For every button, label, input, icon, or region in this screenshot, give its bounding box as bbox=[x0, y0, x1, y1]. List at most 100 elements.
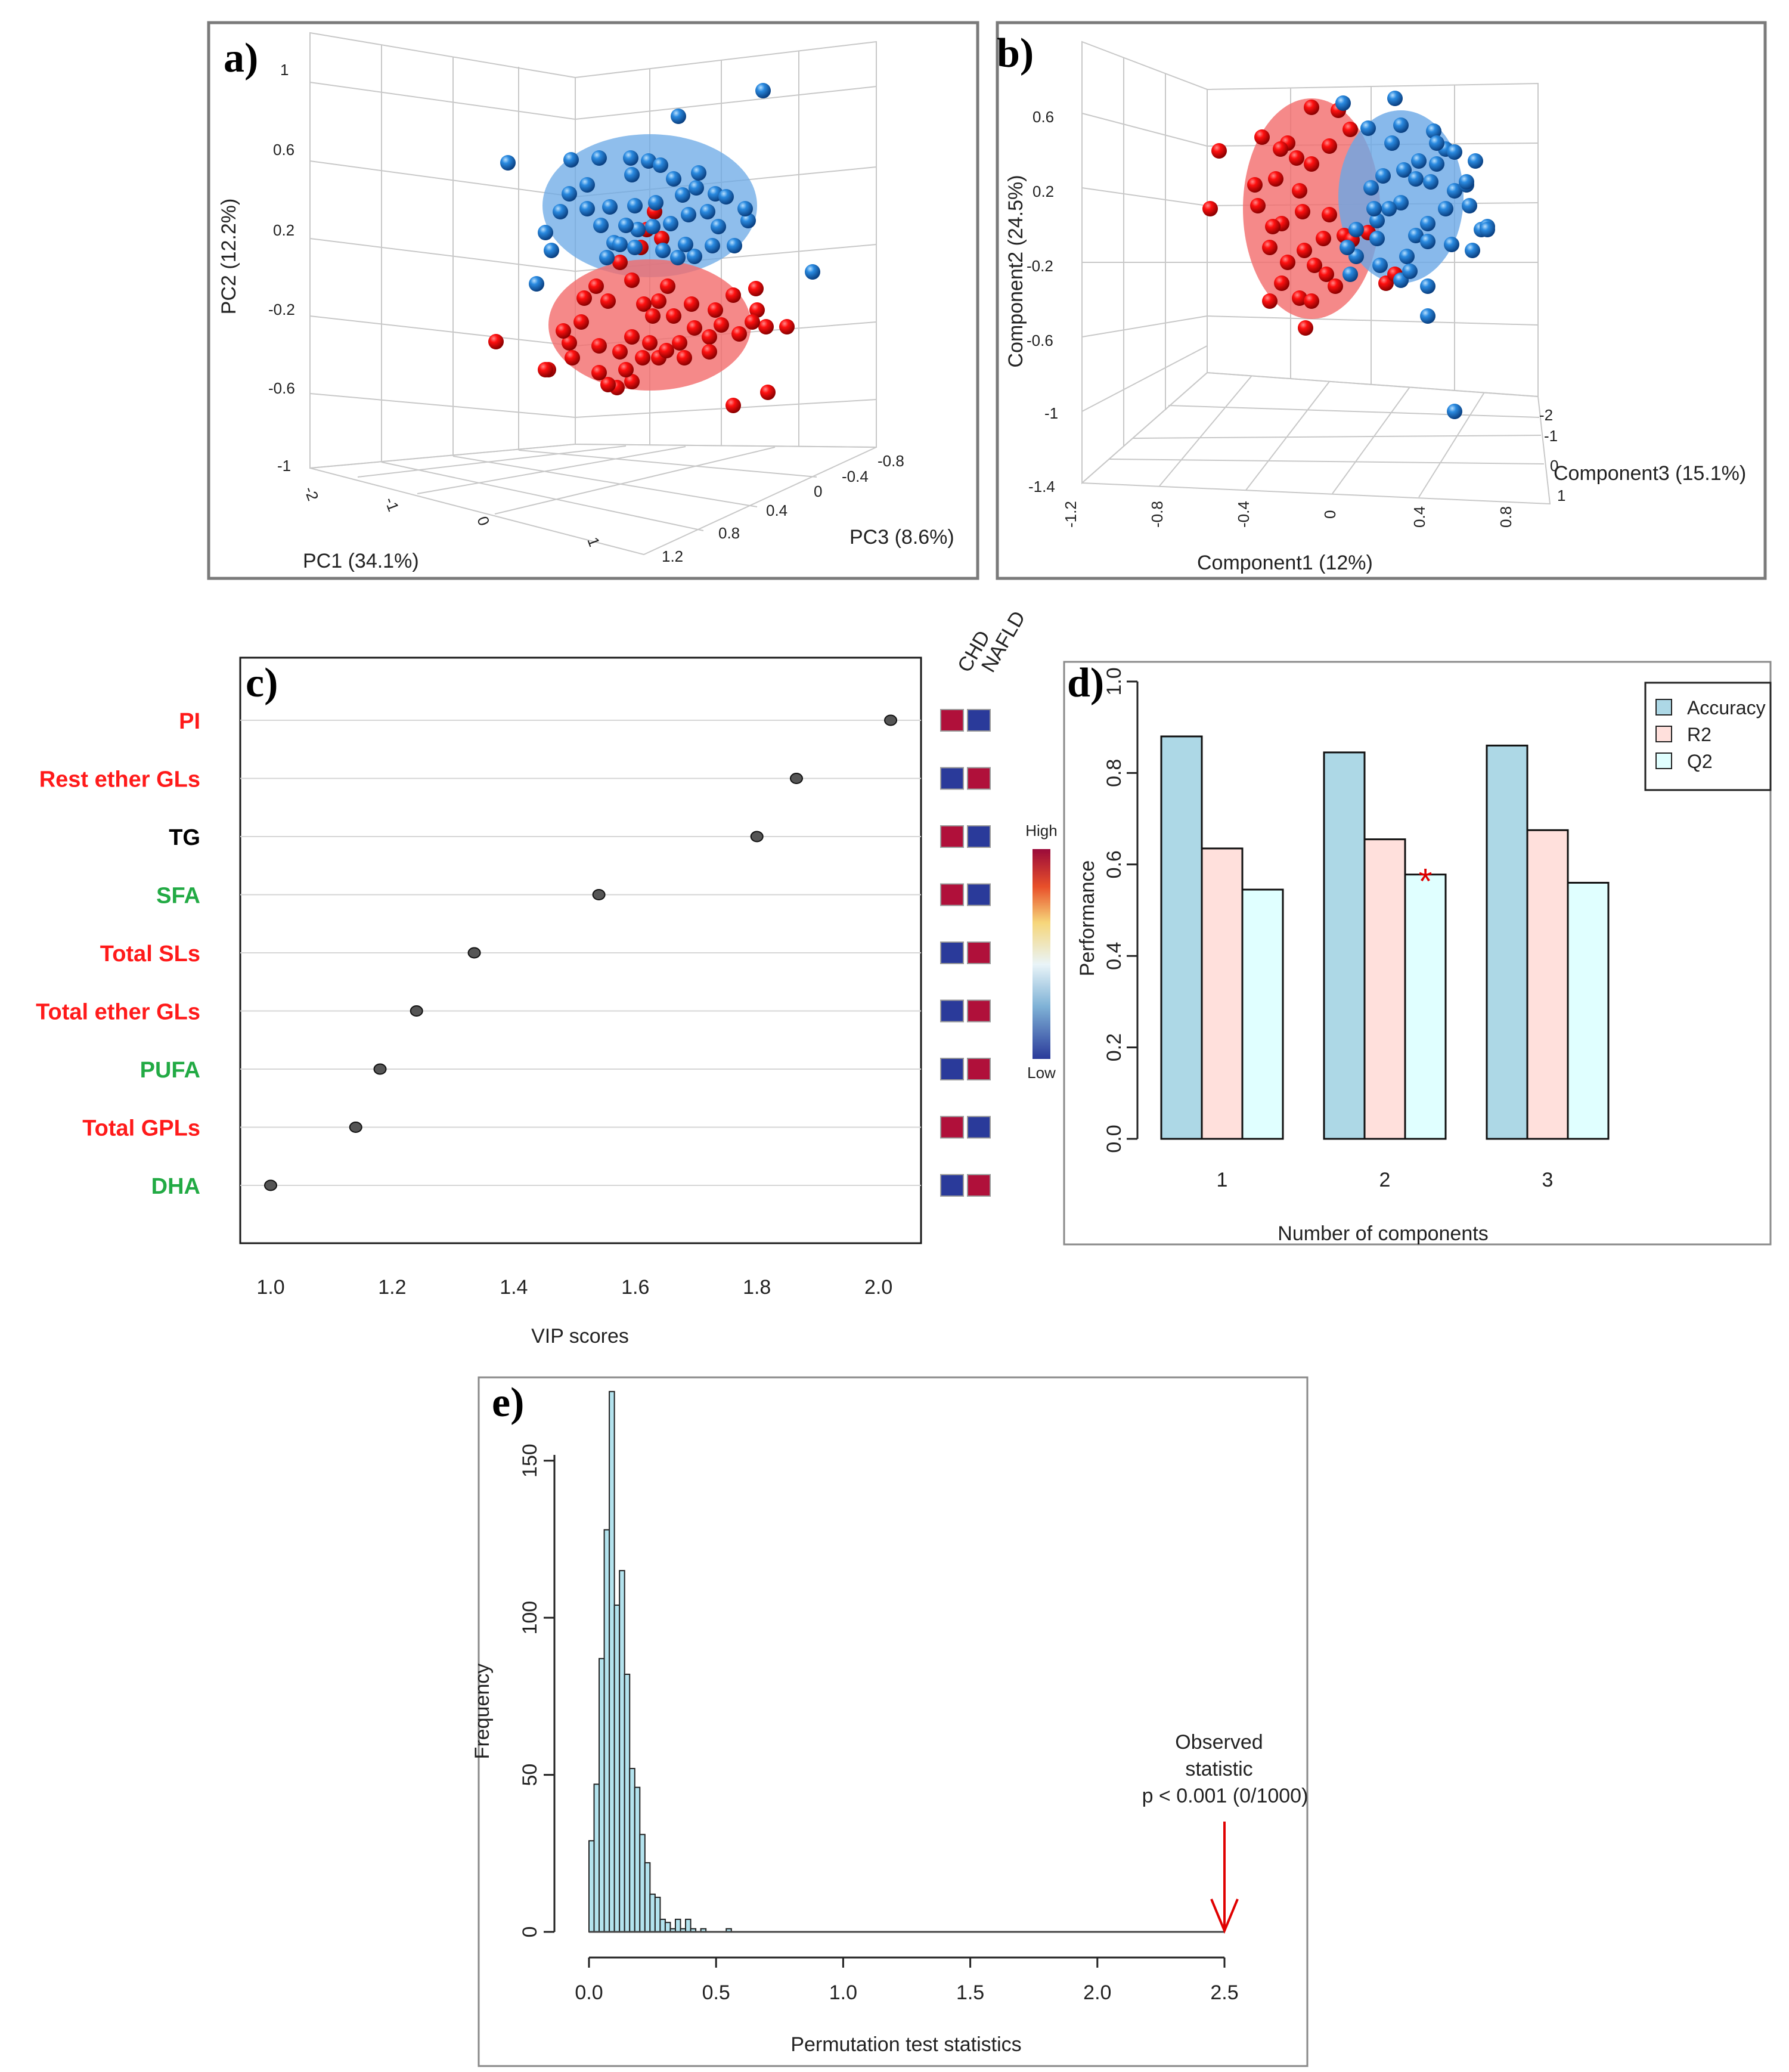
heat-cell bbox=[967, 941, 991, 964]
red-point bbox=[1342, 122, 1358, 137]
red-point bbox=[725, 287, 741, 303]
blue-point bbox=[755, 83, 771, 98]
blue-point bbox=[705, 238, 720, 253]
x-tick: 1.4 bbox=[500, 1276, 528, 1299]
blue-point bbox=[618, 218, 634, 233]
x-tick: 1.6 bbox=[621, 1276, 649, 1299]
blue-point bbox=[593, 218, 609, 233]
panel-d-frame bbox=[1063, 661, 1772, 1246]
histogram-bar bbox=[609, 1390, 615, 1932]
histogram-bar bbox=[624, 1673, 631, 1932]
blue-point bbox=[1348, 222, 1364, 237]
red-point bbox=[660, 278, 675, 294]
red-point bbox=[659, 343, 674, 358]
vip-point bbox=[467, 947, 481, 959]
panel-e-label: e) bbox=[492, 1380, 524, 1426]
heat-cell bbox=[940, 999, 964, 1023]
panel-a-points bbox=[488, 83, 820, 413]
vip-feature-label: PI bbox=[179, 709, 200, 734]
d-best-marker: * bbox=[1418, 862, 1432, 902]
blue-point bbox=[681, 207, 696, 222]
panel-a: a) bbox=[207, 21, 979, 580]
blue-point bbox=[579, 177, 595, 193]
y-tick: 0.2 bbox=[273, 221, 294, 239]
blue-point bbox=[1335, 95, 1351, 111]
red-point bbox=[1304, 156, 1319, 172]
x-tick: 1.0 bbox=[829, 1981, 857, 2004]
red-point bbox=[714, 317, 729, 333]
blue-point bbox=[641, 153, 656, 169]
y-tick: 1.0 bbox=[1103, 667, 1126, 695]
y-tick: 150 bbox=[519, 1444, 541, 1478]
blue-point bbox=[653, 157, 668, 173]
histogram-bar bbox=[644, 1862, 651, 1932]
x-tick: 2 bbox=[1379, 1169, 1391, 1191]
panel-d-label: d) bbox=[1067, 660, 1104, 706]
vip-feature-label: Rest ether GLs bbox=[39, 767, 200, 792]
heat-cell bbox=[967, 1116, 991, 1139]
heat-cell bbox=[940, 883, 964, 906]
panel-a-xlabel: PC1 (34.1%) bbox=[303, 550, 419, 572]
red-point bbox=[745, 314, 760, 330]
blue-point bbox=[1447, 183, 1462, 199]
histogram-bar bbox=[588, 1840, 595, 1932]
vip-row: Total GPLs bbox=[82, 1116, 991, 1141]
panel-b-z-ticks: -2 -1 0 1 bbox=[1539, 406, 1565, 504]
blue-point bbox=[627, 198, 643, 213]
x-tick: -0.4 bbox=[1235, 501, 1252, 528]
z-tick: -1 bbox=[1544, 427, 1558, 445]
vip-point bbox=[750, 831, 764, 843]
panel-a-z-ticks: -0.8 -0.4 0 0.4 0.8 1.2 bbox=[662, 452, 904, 565]
heat-cell bbox=[967, 825, 991, 848]
heat-cell bbox=[940, 1058, 964, 1080]
blue-point bbox=[1372, 258, 1388, 273]
panel-e: e) 0 50 100 150 0.0 0.5 1.0 1.5 2.0 2.5 Frequenc… bbox=[471, 1376, 1309, 2067]
z-tick: 0.8 bbox=[718, 524, 740, 542]
e-y-ticks: 0 50 100 150 bbox=[519, 1444, 554, 1937]
heat-cell bbox=[940, 825, 964, 848]
y-tick: -0.6 bbox=[268, 379, 295, 397]
blue-point bbox=[1340, 240, 1355, 255]
observed-line-2: statistic bbox=[1185, 1758, 1252, 1780]
histogram-bar bbox=[639, 1833, 646, 1933]
blue-point bbox=[687, 249, 702, 264]
red-point bbox=[1304, 100, 1319, 115]
blue-point bbox=[544, 243, 559, 258]
y-tick: -0.2 bbox=[268, 301, 295, 318]
z-tick: -0.8 bbox=[878, 452, 904, 470]
vip-row: TG bbox=[169, 825, 991, 850]
red-point bbox=[1292, 183, 1307, 199]
red-point bbox=[636, 296, 652, 312]
blue-point bbox=[1381, 201, 1397, 216]
legend-swatch-accuracy bbox=[1655, 699, 1672, 716]
blue-point bbox=[591, 150, 607, 166]
blue-point bbox=[1384, 135, 1400, 151]
bar-r2 bbox=[1363, 838, 1406, 1140]
vip-feature-label: Total SLs bbox=[100, 941, 200, 967]
red-point bbox=[642, 335, 658, 351]
blue-point bbox=[627, 240, 643, 255]
x-tick: -0.8 bbox=[1148, 501, 1166, 528]
panel-e-frame bbox=[478, 1376, 1309, 2067]
blue-point bbox=[1399, 249, 1415, 264]
blue-point bbox=[1420, 234, 1435, 249]
heat-cell bbox=[967, 883, 991, 906]
blue-point bbox=[1408, 228, 1424, 243]
red-point bbox=[591, 365, 607, 380]
red-point bbox=[749, 302, 765, 318]
z-tick: 1.2 bbox=[662, 547, 683, 565]
histogram-bar bbox=[629, 1768, 635, 1932]
panel-c-label: c) bbox=[246, 660, 278, 706]
heat-cell bbox=[967, 999, 991, 1023]
red-point bbox=[1292, 290, 1307, 306]
blue-point bbox=[1375, 168, 1391, 184]
panel-b-label: b) bbox=[997, 30, 1034, 76]
y-tick: 0.6 bbox=[273, 141, 294, 159]
bar-q2 bbox=[1241, 888, 1284, 1140]
x-tick: 0 bbox=[1321, 510, 1339, 519]
red-point bbox=[1298, 320, 1313, 336]
blue-point bbox=[538, 225, 553, 240]
panel-b-points bbox=[1202, 91, 1495, 419]
heat-cell bbox=[967, 767, 991, 790]
